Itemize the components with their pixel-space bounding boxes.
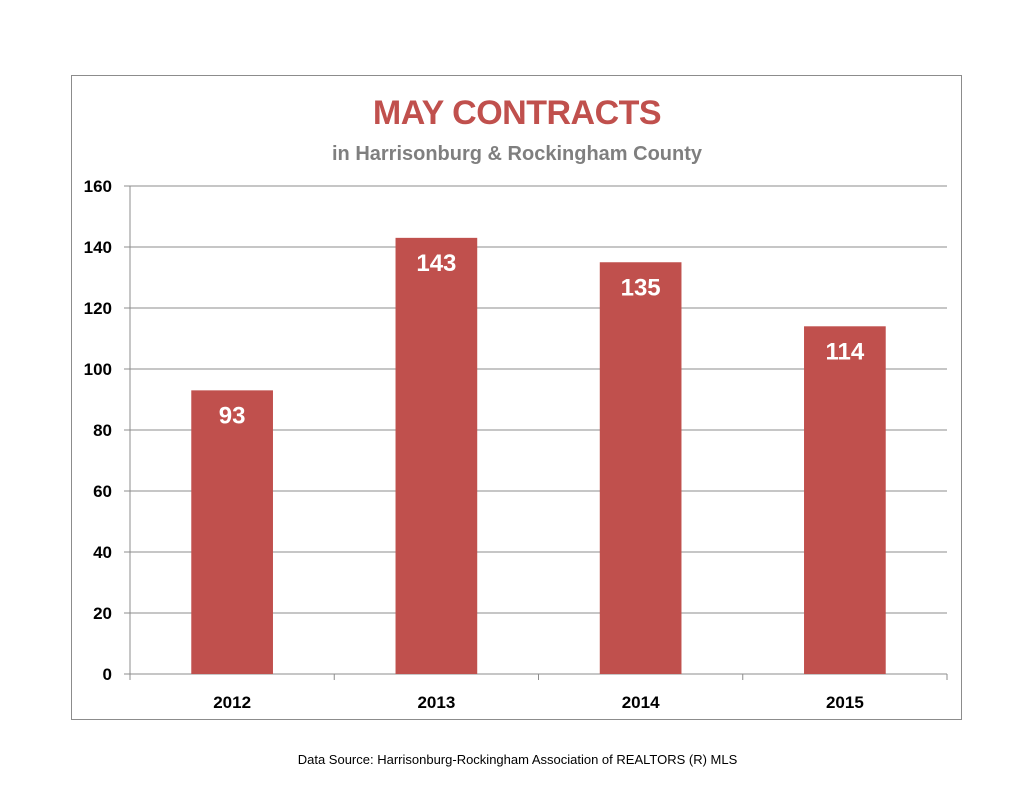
x-tick-label-2014: 2014	[622, 693, 660, 712]
y-tick-label: 120	[84, 299, 112, 318]
data-label-2012: 93	[219, 402, 246, 429]
tick-labels: 0 20 40 60 80 100 120 140 160 2012 2013 2014 2015	[84, 177, 864, 712]
y-tick-label: 20	[93, 604, 112, 623]
data-label-2013: 143	[416, 250, 456, 277]
data-labels: 93 143 135 114	[219, 250, 865, 430]
y-tick-label: 60	[93, 482, 112, 501]
y-tick-label: 100	[84, 360, 112, 379]
x-tick-label-2013: 2013	[417, 693, 455, 712]
data-label-2014: 135	[621, 274, 661, 301]
y-tick-label: 40	[93, 543, 112, 562]
data-source-note: Data Source: Harrisonburg-Rockingham Ass…	[297, 752, 738, 767]
y-tick-label: 140	[84, 238, 112, 257]
y-tick-label: 80	[93, 421, 112, 440]
bar-2012	[191, 390, 273, 674]
x-tick-label-2012: 2012	[213, 693, 251, 712]
y-tick-label: 160	[84, 177, 112, 196]
chart-title: MAY CONTRACTS	[373, 94, 661, 132]
bar-2015	[804, 326, 886, 674]
data-label-2015: 114	[826, 338, 865, 365]
x-tick-label-2015: 2015	[826, 693, 864, 712]
y-tick-label: 0	[103, 665, 112, 684]
bars	[191, 237, 886, 674]
bar-2013	[395, 237, 478, 674]
bar-2014	[599, 262, 682, 674]
chart-subtitle: in Harrisonburg & Rockingham County	[332, 143, 703, 165]
